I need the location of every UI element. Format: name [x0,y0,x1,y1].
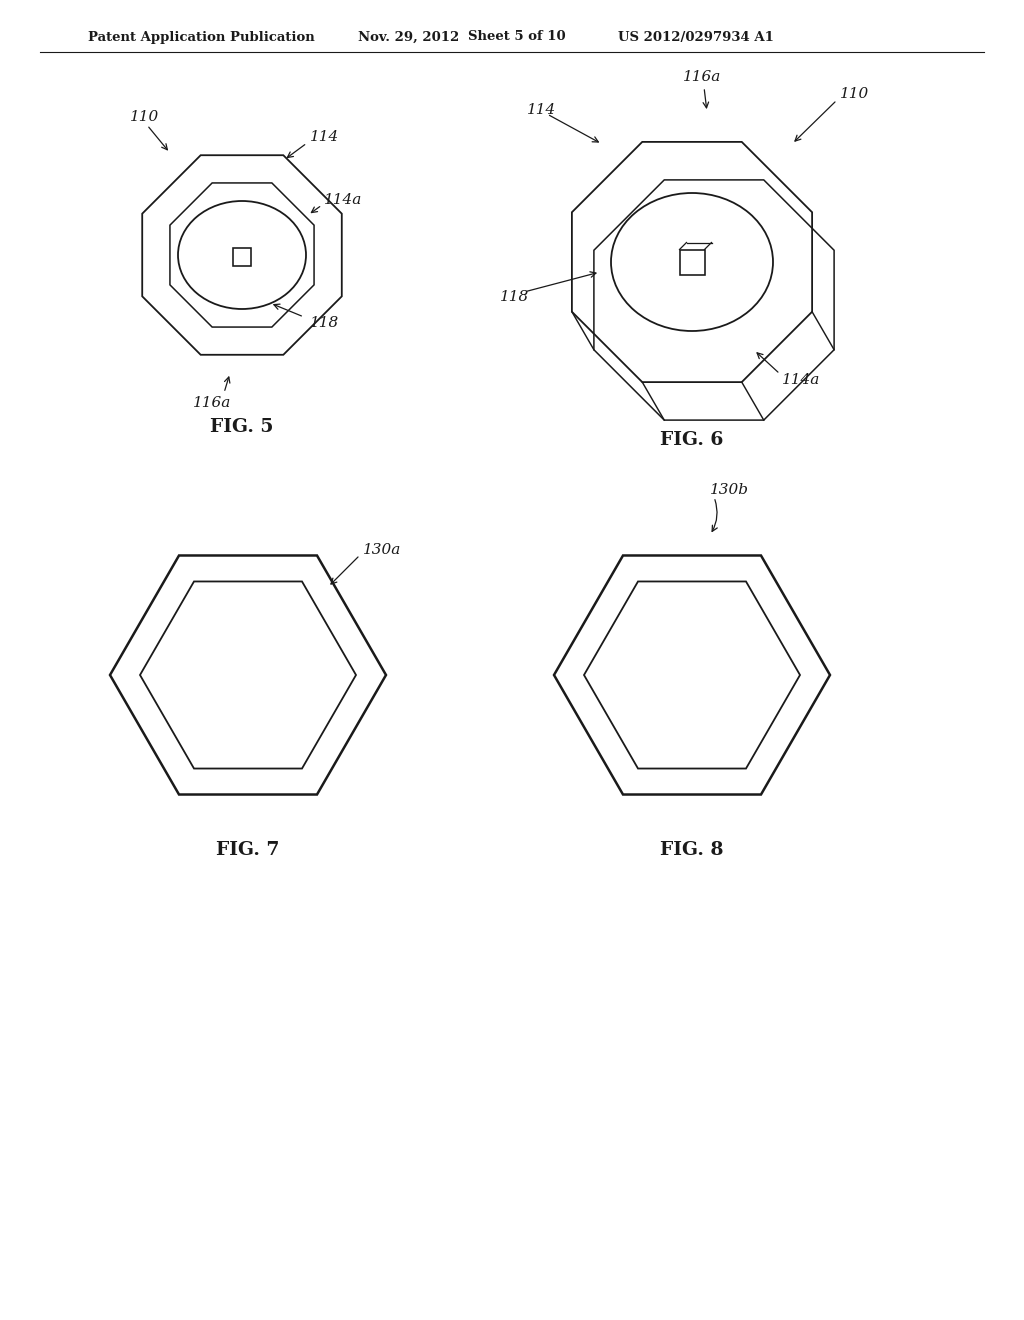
Text: Nov. 29, 2012: Nov. 29, 2012 [358,30,459,44]
Text: Patent Application Publication: Patent Application Publication [88,30,314,44]
Text: FIG. 5: FIG. 5 [210,418,273,436]
Text: 116a: 116a [683,70,721,84]
Text: FIG. 6: FIG. 6 [660,432,724,449]
Text: 110: 110 [130,110,160,124]
Text: 116a: 116a [193,396,231,411]
Text: 130b: 130b [710,483,749,498]
Bar [233,248,251,267]
Text: 110: 110 [840,87,869,102]
Text: FIG. 8: FIG. 8 [660,841,724,859]
Text: US 2012/0297934 A1: US 2012/0297934 A1 [618,30,774,44]
Text: 114a: 114a [782,374,820,387]
Text: 114: 114 [527,103,556,117]
Text: 130a: 130a [362,543,401,557]
Text: FIG. 7: FIG. 7 [216,841,280,859]
Text: 114a: 114a [324,193,362,207]
Bar [680,249,705,275]
Text: 118: 118 [500,290,529,304]
Text: 114: 114 [310,129,339,144]
Text: Sheet 5 of 10: Sheet 5 of 10 [468,30,565,44]
Text: 118: 118 [310,315,339,330]
